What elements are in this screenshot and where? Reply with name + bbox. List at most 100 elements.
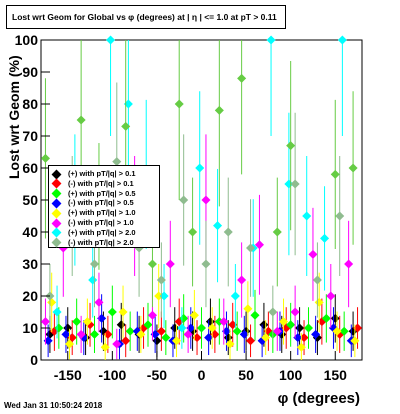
legend-entry: (-) with pT/|q| > 0.5 — [51, 198, 134, 209]
x-tick-label: 100 — [279, 367, 303, 383]
data-point — [63, 323, 73, 333]
x-axis-ticks: -150 -100 -50 0 50 100 150 — [54, 351, 347, 383]
data-point — [165, 259, 175, 269]
data-point — [156, 326, 166, 336]
data-point — [76, 115, 86, 125]
data-point — [311, 329, 321, 339]
data-point — [106, 35, 116, 45]
data-point — [147, 310, 157, 320]
data-point — [121, 121, 131, 131]
data-point — [286, 320, 296, 330]
data-point — [188, 227, 198, 237]
data-point — [250, 310, 260, 320]
legend-label: (+) with pT/|q| > 0.1 — [68, 169, 136, 178]
legend-label: (+) with pT/|q| > 1.0 — [68, 208, 136, 218]
data-point — [205, 317, 215, 327]
data-point — [330, 313, 340, 323]
data-point — [304, 323, 313, 333]
data-point — [112, 339, 122, 349]
y-tick-label: 70 — [22, 128, 38, 144]
data-point — [225, 339, 235, 349]
data-point — [214, 105, 224, 115]
data-point — [201, 259, 211, 269]
data-point — [172, 336, 182, 346]
legend-entry: (-) with pT/|q| > 0.1 — [51, 178, 134, 189]
data-point — [339, 326, 349, 336]
data-point — [201, 195, 211, 205]
data-point — [335, 211, 345, 221]
y-tick-label: 100 — [15, 32, 39, 48]
legend: (+) with pT/|q| > 0.1 (-) with pT/|q| > 0… — [48, 165, 160, 248]
data-point — [223, 227, 233, 237]
data-point — [152, 336, 162, 346]
data-point — [207, 323, 217, 333]
data-point — [246, 243, 256, 253]
data-point — [90, 259, 99, 269]
legend-entry: (-) with pT/|q| > 2.0 — [51, 237, 134, 248]
data-point — [125, 326, 135, 336]
data-point — [183, 329, 193, 339]
x-tick-label: -50 — [147, 367, 167, 383]
y-axis-label: Lost wrt Geom (%) — [6, 55, 22, 179]
data-point — [47, 297, 57, 307]
y-tick-label: 50 — [22, 192, 38, 208]
y-tick-label: 80 — [22, 96, 38, 112]
data-point — [136, 329, 146, 339]
data-point — [337, 35, 347, 45]
data-point — [268, 307, 278, 317]
y-tick-label: 10 — [22, 320, 38, 336]
legend-label: (-) with pT/|q| > 2.0 — [68, 237, 134, 247]
data-point — [332, 326, 342, 336]
data-point — [266, 35, 276, 45]
data-point — [237, 73, 247, 83]
legend-entry: (+) with pT/|q| > 0.5 — [51, 188, 136, 199]
y-tick-label: 90 — [22, 64, 38, 80]
data-point — [156, 275, 166, 285]
legend-entry: (+) with pT/|q| > 1.0 — [51, 208, 136, 219]
x-axis-label: φ (degrees) — [277, 390, 360, 407]
legend-entry: (+) with pT/|q| > 0.1 — [51, 169, 136, 179]
data-point — [232, 326, 242, 336]
data-point — [143, 320, 153, 330]
data-point — [259, 320, 269, 330]
data-point — [320, 233, 330, 243]
legend-label: (-) with pT/|q| > 0.1 — [68, 178, 134, 188]
data-point — [286, 141, 296, 151]
data-point — [246, 336, 256, 346]
data-point — [100, 342, 110, 352]
legend-label: (-) with pT/|q| > 1.0 — [68, 218, 134, 227]
legend-marker-icon — [51, 188, 62, 199]
y-axis-ticks: 0 10 20 30 40 50 60 70 80 90 100 — [15, 32, 50, 368]
data-point — [65, 339, 75, 349]
data-point — [321, 313, 331, 323]
legend-marker-icon — [51, 227, 62, 238]
y-tick-label: 60 — [22, 160, 38, 176]
data-point — [161, 333, 171, 343]
data-point — [174, 99, 184, 109]
data-point — [147, 259, 157, 269]
data-point — [107, 307, 117, 317]
data-point — [290, 179, 300, 189]
legend-marker-icon — [51, 208, 62, 219]
data-point — [296, 342, 306, 352]
data-point — [204, 333, 214, 343]
y-tick-label: 0 — [30, 352, 38, 368]
data-point — [279, 317, 289, 327]
data-point — [350, 336, 360, 346]
data-point — [213, 221, 223, 231]
data-point — [219, 317, 229, 327]
data-point — [330, 169, 340, 179]
data-point — [189, 310, 199, 320]
data-point — [308, 249, 318, 259]
data-point — [272, 227, 282, 237]
data-point — [326, 291, 336, 301]
data-point — [223, 333, 233, 343]
data-point — [344, 259, 354, 269]
legend-marker-icon — [51, 237, 62, 248]
data-point — [237, 275, 247, 285]
legend-marker-icon — [51, 169, 62, 179]
data-point — [90, 329, 99, 339]
data-point — [88, 275, 98, 285]
data-point — [118, 307, 128, 317]
timestamp-footer: Wed Jan 31 10:50:24 2018 — [4, 401, 103, 410]
